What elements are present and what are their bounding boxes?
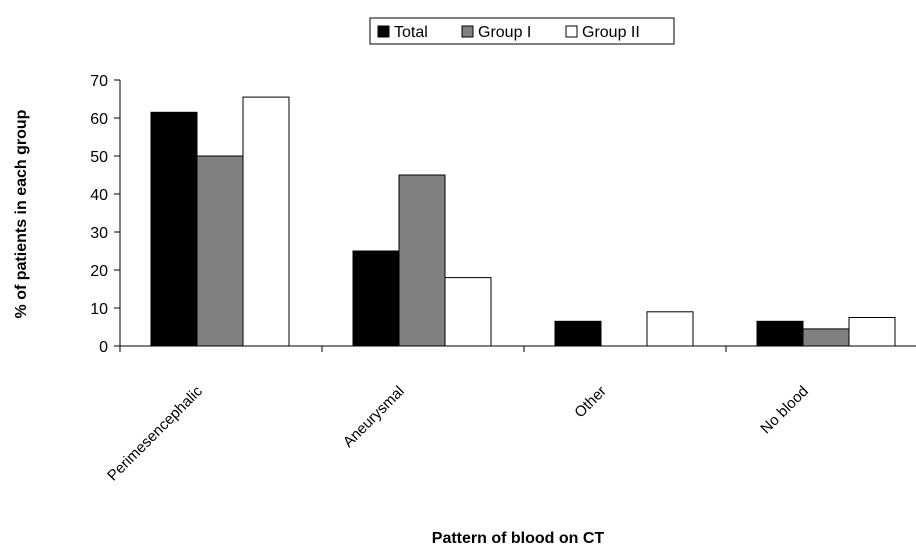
bar-group-ii-perimesencephalic xyxy=(242,96,290,347)
bar-group-ii-aneurysmal xyxy=(444,277,492,347)
bar-group-i-aneurysmal xyxy=(398,174,446,347)
y-tick-label: 30 xyxy=(90,225,108,242)
bar-total-perimesencephalic xyxy=(150,111,198,347)
y-tick-label: 0 xyxy=(99,339,108,356)
y-tick-label: 40 xyxy=(90,187,108,204)
legend: Total Group I Group II xyxy=(369,17,675,45)
bar-group-i-no-blood xyxy=(802,328,850,347)
x-labels: Perimesencephalic Aneurysmal Other No blood xyxy=(104,382,812,484)
bar-total-aneurysmal xyxy=(352,250,400,347)
x-category-label: No blood xyxy=(757,383,811,437)
legend-swatch-group-ii xyxy=(565,25,578,38)
y-tick-label: 20 xyxy=(90,263,108,280)
bar-group-ii-no-blood xyxy=(848,317,896,347)
y-tick-label: 60 xyxy=(90,111,108,128)
y-ticks: 0 10 20 30 40 50 60 70 xyxy=(90,73,120,356)
legend-box xyxy=(369,17,675,45)
y-tick-label: 10 xyxy=(90,301,108,318)
x-category-label: Perimesencephalic xyxy=(104,382,206,484)
bar-total-no-blood xyxy=(756,320,804,347)
legend-label: Group I xyxy=(478,24,531,41)
x-category-label: Other xyxy=(571,383,610,422)
bars xyxy=(150,96,896,347)
legend-label: Total xyxy=(394,24,428,41)
y-tick-label: 70 xyxy=(90,73,108,90)
legend-swatch-group-i xyxy=(461,25,474,38)
bar-group-i-perimesencephalic xyxy=(196,155,244,347)
axes xyxy=(119,80,916,352)
bar-group-ii-other xyxy=(646,311,694,347)
x-category-label: Aneurysmal xyxy=(340,383,408,451)
y-tick-label: 50 xyxy=(90,149,108,166)
bar-total-other xyxy=(554,320,602,347)
x-axis-title: Pattern of blood on CT xyxy=(432,530,605,547)
legend-swatch-total xyxy=(377,25,390,38)
y-axis-title: % of patients in each group xyxy=(13,109,30,318)
legend-label: Group II xyxy=(582,24,640,41)
